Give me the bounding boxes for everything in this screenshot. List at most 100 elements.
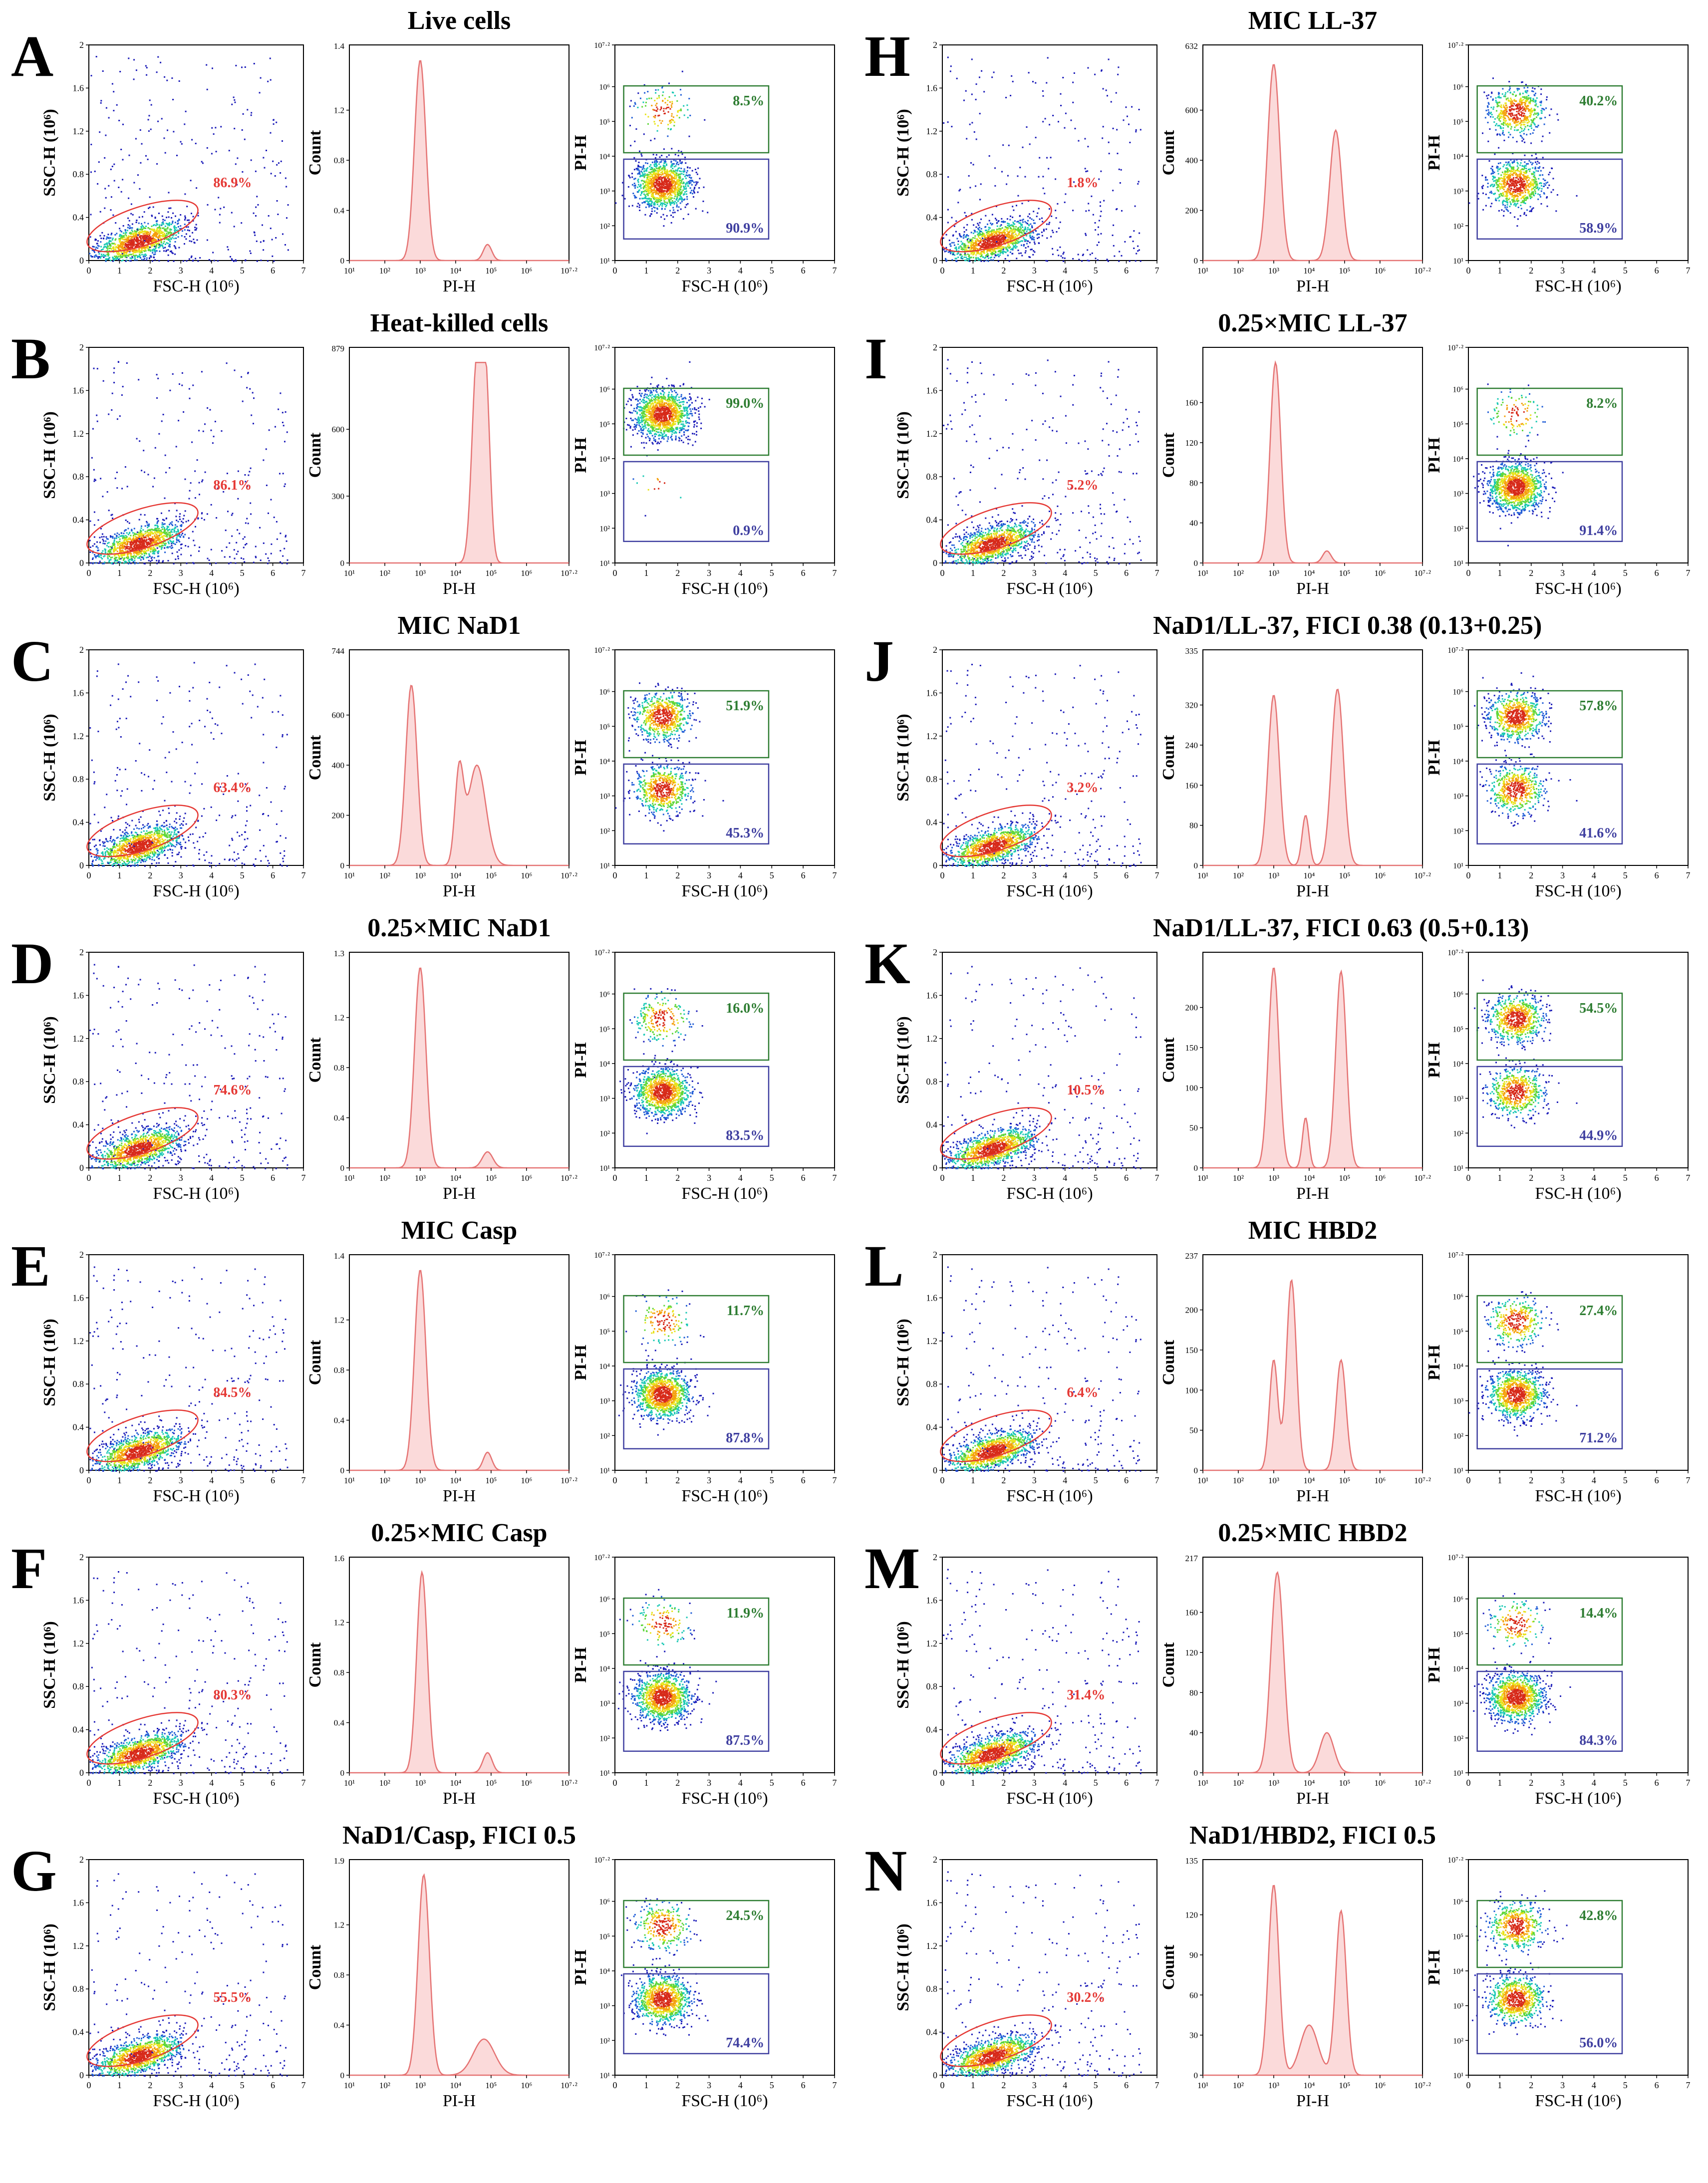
x-tick: 7 [1686, 1173, 1691, 1183]
y-tick: 1.6 [926, 1898, 938, 1908]
x-tick: 5 [770, 1778, 774, 1788]
x-axis-label: FSC-H (10⁶) [153, 882, 239, 900]
x-tick: 10⁵ [485, 568, 497, 578]
x-tick: 1 [644, 568, 648, 578]
y-tick: 10⁷·² [594, 949, 610, 957]
pi-histogram [1203, 64, 1423, 262]
x-tick: 4 [209, 1475, 214, 1485]
x-axis-label: FSC-H (10⁶) [681, 1487, 768, 1505]
x-tick: 6 [271, 1475, 275, 1485]
x-tick: 2 [675, 1778, 680, 1788]
y-tick: 0.8 [334, 156, 344, 165]
y-tick: 0.4 [73, 1725, 84, 1735]
y-tick: 10⁴ [599, 1967, 610, 1976]
panel-title: 0.25×MIC Casp [299, 1518, 619, 1548]
y-tick: 2 [933, 40, 937, 50]
y-tick: 10² [1453, 525, 1463, 533]
y-axis-label: SSC-H (10⁶) [40, 1319, 59, 1406]
y-axis-label: Count [1159, 432, 1178, 478]
y-max-tick: 632 [1185, 41, 1198, 51]
y-tick: 10⁴ [1452, 153, 1463, 161]
y-axis-label: SSC-H (10⁶) [894, 411, 912, 499]
x-axis-label: PI-H [1296, 579, 1329, 598]
dead-gate [1476, 1597, 1623, 1666]
y-tick: 10⁶ [1452, 1898, 1463, 1907]
y-tick: 0.4 [73, 1120, 84, 1130]
x-axis-label: FSC-H (10⁶) [1006, 1184, 1093, 1203]
y-tick: 0.4 [926, 515, 938, 525]
x-tick: 6 [801, 1475, 806, 1485]
pi-histogram-plot: 10¹ 10² 10³ 10⁴ 10⁵ 10⁶ 10⁷·² 0 40 80 120 160 PI-H Co… [1159, 347, 1431, 598]
x-tick: 5 [1623, 568, 1628, 578]
x-tick: 10⁵ [1339, 871, 1350, 880]
x-tick: 10⁴ [1303, 1173, 1315, 1183]
dead-gate [1476, 690, 1623, 759]
pi-histogram [349, 1570, 569, 1774]
y-max-tick: 237 [1185, 1251, 1198, 1261]
x-tick: 0 [613, 1173, 617, 1183]
pi-fsc-plot: 8.5% 90.9% 0 1 2 3 4 5 6 7 10¹ 10² 10³ 10⁴ 10⁵ 10⁶ 10⁷·²… [571, 41, 837, 295]
x-tick: 10⁶ [521, 1173, 532, 1183]
pi-dots [619, 988, 703, 1134]
y-tick: 0.8 [334, 1668, 344, 1677]
y-tick: 0 [79, 1163, 84, 1173]
y-tick: 1.2 [334, 1316, 344, 1325]
panel-c: C MIC NaD1 63.4% 0 1 2 3 4 5 6 7 0 0.4 0.8 1.2 1.6 2 FSC-… [0, 610, 849, 912]
y-tick: 0.4 [334, 206, 345, 216]
y-axis-label: SSC-H (10⁶) [40, 1923, 59, 2011]
y-axis-label: SSC-H (10⁶) [40, 714, 59, 801]
x-tick: 6 [801, 2080, 806, 2090]
x-tick: 10² [1233, 1173, 1244, 1183]
y-tick: 2 [79, 947, 84, 957]
y-tick: 10³ [599, 490, 610, 499]
cell-gate [940, 2014, 1052, 2067]
x-tick: 1 [117, 568, 122, 578]
y-tick: 0 [933, 256, 937, 266]
y-tick: 10⁵ [1452, 1328, 1463, 1336]
x-tick: 7 [301, 1778, 306, 1788]
y-tick: 10⁶ [1452, 991, 1463, 999]
x-tick: 0 [613, 1475, 617, 1485]
y-tick: 10³ [1453, 793, 1463, 801]
y-tick: 0.8 [926, 774, 938, 784]
y-tick: 10⁴ [599, 1363, 610, 1371]
x-tick: 5 [1094, 1475, 1098, 1485]
y-tick: 160 [1185, 398, 1198, 408]
x-tick: 5 [240, 2080, 245, 2090]
y-axis-label: Count [306, 1642, 324, 1687]
y-tick: 100 [1185, 1385, 1198, 1395]
y-tick: 300 [332, 492, 345, 501]
x-tick: 5 [770, 266, 774, 275]
live-gate-pct: 71.2% [1579, 1430, 1618, 1446]
dead-gate-pct: 14.4% [1579, 1606, 1618, 1621]
y-tick: 10⁵ [1452, 1025, 1463, 1034]
x-tick: 6 [1124, 2080, 1129, 2090]
y-tick: 10³ [599, 188, 610, 196]
x-tick: 6 [1655, 568, 1659, 578]
pi-histogram [1203, 1885, 1423, 2076]
live-gate [1476, 461, 1623, 543]
pi-fsc-plot: 11.9% 87.5% 0 1 2 3 4 5 6 7 10¹ 10² 10³ 10⁴ 10⁵ 10⁶ 10⁷·… [571, 1554, 837, 1808]
x-axis-label: FSC-H (10⁶) [153, 2092, 239, 2110]
y-tick: 10¹ [599, 257, 610, 266]
x-tick: 2 [148, 2080, 152, 2090]
x-tick: 10² [379, 266, 390, 275]
live-gate-pct: 83.5% [726, 1128, 764, 1143]
x-tick: 1 [644, 1475, 648, 1485]
cell-gate-pct: 63.4% [213, 780, 252, 796]
y-tick: 50 [1189, 1426, 1198, 1435]
y-tick: 10⁶ [599, 1596, 610, 1604]
x-tick: 1 [117, 870, 122, 880]
y-tick: 0.4 [73, 818, 84, 827]
x-tick: 1 [644, 1778, 648, 1788]
x-tick: 1 [971, 1173, 975, 1183]
pi-dots [1473, 383, 1564, 546]
y-tick: 10¹ [599, 559, 610, 568]
x-tick: 6 [1655, 2080, 1659, 2090]
y-axis-label: Count [306, 1340, 324, 1385]
x-tick: 10⁶ [521, 1778, 532, 1788]
hist-frame [1202, 649, 1423, 866]
